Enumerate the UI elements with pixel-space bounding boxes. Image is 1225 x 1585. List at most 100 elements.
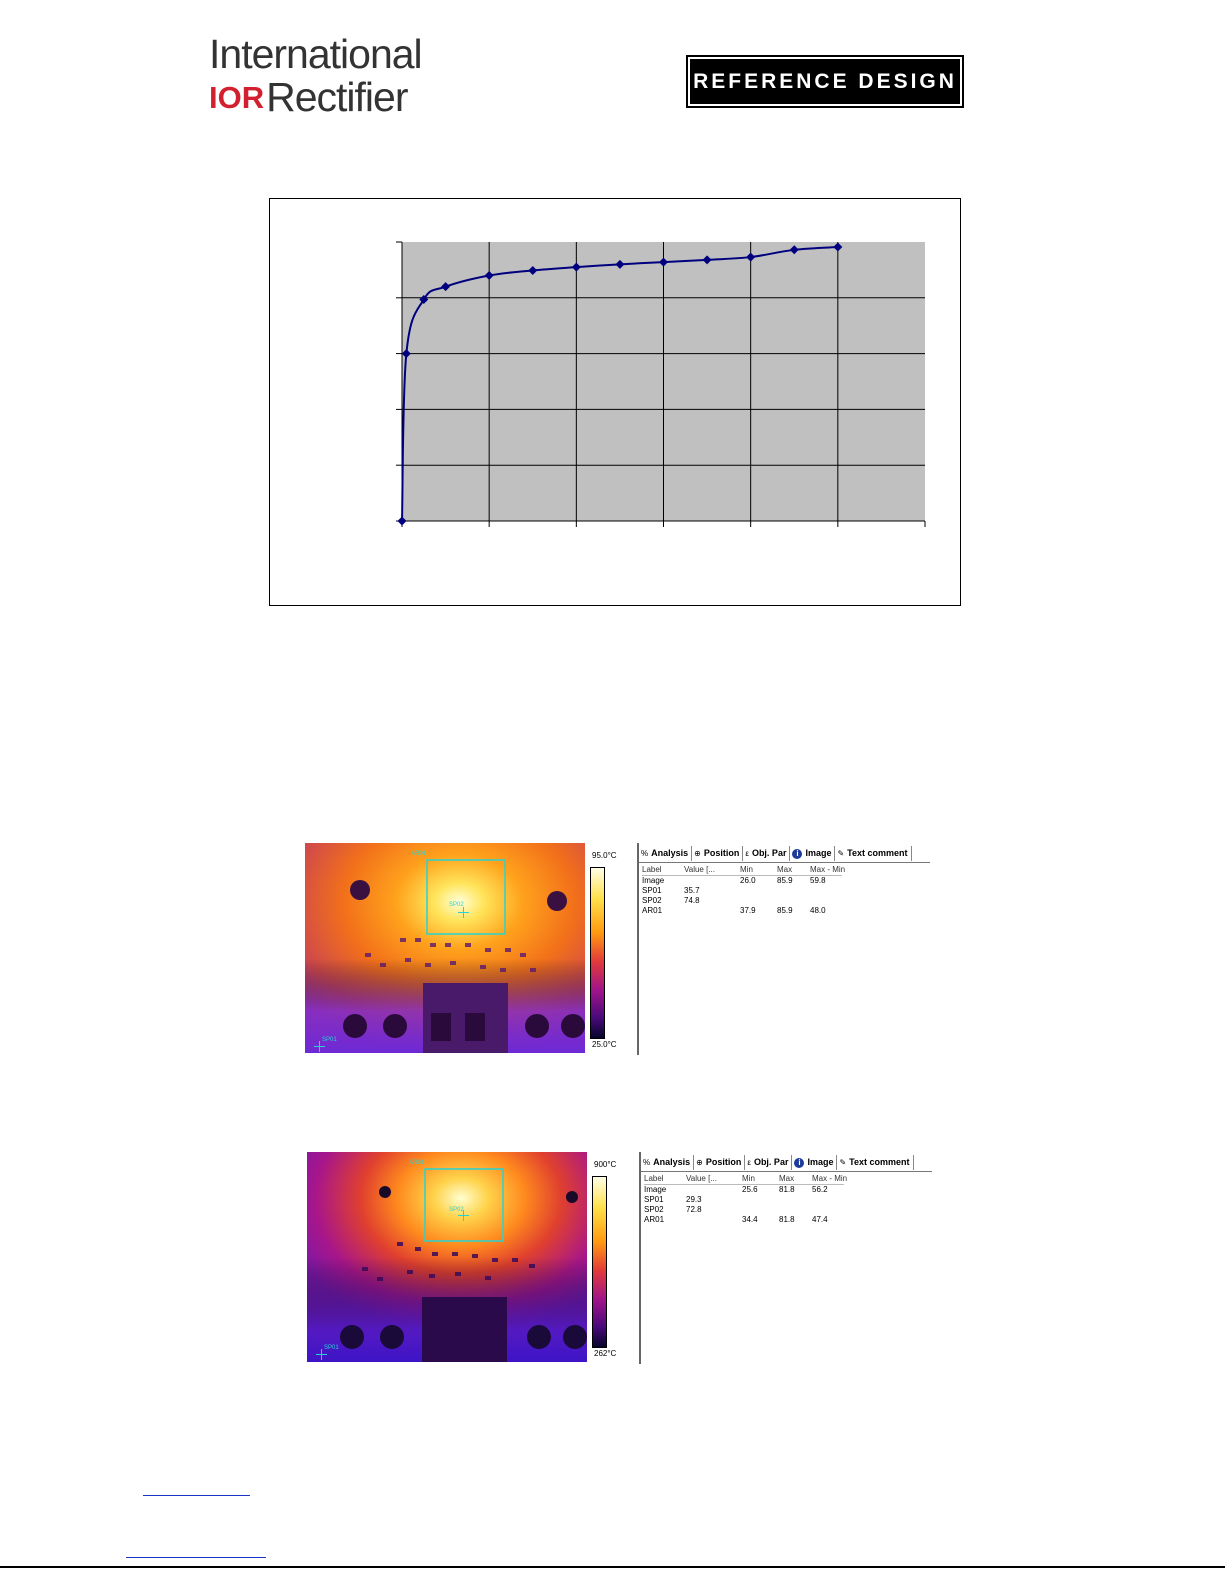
scale-min-label: 25.0°C — [592, 1040, 617, 1049]
analysis-icon: % — [641, 849, 649, 858]
data-point — [746, 252, 756, 262]
cell-label: AR01 — [642, 906, 663, 915]
cell-max: 85.9 — [777, 906, 793, 915]
obj-par-icon: ε — [747, 1158, 751, 1167]
table-row[interactable]: AR01 34.4 81.8 47.4 — [644, 1215, 844, 1225]
info-icon: i — [792, 849, 803, 859]
analysis-tabs: % Analysis ⊕ Position ε Obj. Par i Image ✎ Text c… — [639, 846, 930, 863]
temperature-scale: 900°C 262°C — [587, 1152, 639, 1362]
data-point — [659, 257, 668, 267]
cell-label: Image — [642, 876, 665, 885]
data-point — [702, 255, 712, 265]
cell-min: 25.6 — [742, 1185, 758, 1194]
tab-text-comment[interactable]: ✎ Text comment — [837, 1155, 914, 1170]
cell-label: Image — [644, 1185, 667, 1194]
column-header: Min — [742, 1174, 755, 1183]
cell-max: 85.9 — [777, 876, 793, 885]
info-icon: i — [794, 1158, 805, 1168]
column-header: Value [... — [686, 1174, 717, 1183]
footer-rule — [0, 1566, 1225, 1568]
table-header: Label Value [... Min Max Max - Min — [642, 865, 846, 876]
tab-analysis[interactable]: % Analysis — [641, 1155, 695, 1170]
table-row[interactable]: Image 25.6 81.8 56.2 — [644, 1185, 844, 1195]
tab-text-comment[interactable]: ✎ Text comment — [835, 846, 912, 861]
tab-analysis[interactable]: % Analysis — [639, 846, 693, 861]
logo-text-international: International — [209, 31, 423, 77]
analysis-panel: % Analysis ⊕ Position ε Obj. Par i Image ✎ Text c… — [639, 843, 930, 1055]
temperature-scale: 95.0°C 25.0°C — [585, 843, 637, 1053]
cell-diff: 48.0 — [810, 906, 826, 915]
data-point — [401, 349, 411, 359]
table-row[interactable]: SP01 29.3 — [644, 1195, 844, 1205]
reference-design-label: REFERENCE DESIGN — [693, 70, 957, 93]
analysis-icon: % — [643, 1158, 651, 1167]
column-header: Max — [777, 865, 793, 874]
cell-value: 72.8 — [686, 1205, 702, 1214]
tab-label: Text comment — [847, 848, 908, 858]
scale-max-label: 900°C — [594, 1160, 617, 1169]
column-header: Max - Min — [812, 1174, 848, 1183]
footer-link-underline-1[interactable] — [143, 1495, 250, 1496]
column-header: Max - Min — [810, 865, 846, 874]
spot-label-sp02: SP02 — [449, 1207, 464, 1213]
spot-marker-sp02 — [458, 907, 469, 918]
cell-value: 29.3 — [686, 1195, 702, 1204]
thermal-image: SP02 AR01 SP01 — [305, 843, 585, 1053]
data-point — [528, 265, 538, 275]
cell-min: 34.4 — [742, 1215, 758, 1224]
tab-label: Image — [807, 1157, 834, 1167]
column-header: Label — [644, 1174, 664, 1183]
area-label-ar01: AR01 — [411, 851, 427, 857]
data-point — [441, 282, 451, 292]
cell-value: 35.7 — [684, 886, 700, 895]
spot-marker-sp02 — [458, 1210, 469, 1221]
tab-label: Analysis — [653, 1157, 691, 1167]
color-scale-bar — [592, 1176, 607, 1348]
spot-label-sp01: SP01 — [322, 1037, 337, 1043]
tab-obj-par[interactable]: ε Obj. Par — [743, 846, 791, 861]
data-point — [419, 294, 429, 304]
cell-min: 37.9 — [740, 906, 756, 915]
column-header: Label — [642, 865, 662, 874]
analysis-table: Label Value [... Min Max Max - Min Image 25.6 8… — [644, 1174, 848, 1225]
data-point — [789, 245, 799, 255]
tab-position[interactable]: ⊕ Position — [694, 1155, 746, 1170]
ior-logo-mark: IOR — [209, 80, 265, 115]
tab-label: Obj. Par — [751, 848, 787, 858]
cell-label: SP01 — [642, 886, 662, 895]
table-row[interactable]: Image 26.0 85.9 59.8 — [642, 876, 842, 886]
line-chart — [269, 198, 961, 606]
table-row[interactable]: SP02 74.8 — [642, 896, 842, 906]
data-point — [397, 516, 407, 526]
footer-link-underline-2[interactable] — [126, 1557, 266, 1558]
table-row[interactable]: AR01 37.9 85.9 48.0 — [642, 906, 842, 916]
analysis-panel: % Analysis ⊕ Position ε Obj. Par i Image ✎ Text c… — [641, 1152, 932, 1364]
text-comment-icon: ✎ — [839, 1158, 847, 1167]
panel-divider — [637, 843, 639, 1055]
cell-label: AR01 — [644, 1215, 665, 1224]
scale-max-label: 95.0°C — [592, 851, 617, 860]
tab-position[interactable]: ⊕ Position — [692, 846, 744, 861]
analysis-table: Label Value [... Min Max Max - Min Image 26.0 8… — [642, 865, 846, 916]
data-point — [833, 242, 843, 252]
area-label-ar01: AR01 — [409, 1160, 425, 1166]
cell-diff: 47.4 — [812, 1215, 828, 1224]
tab-image[interactable]: i Image — [790, 846, 836, 861]
cell-label: SP02 — [642, 896, 662, 905]
analysis-tabs: % Analysis ⊕ Position ε Obj. Par i Image ✎ Text c… — [641, 1155, 932, 1172]
thermal-image: SP02 AR01 SP01 — [307, 1152, 587, 1362]
table-row[interactable]: SP02 72.8 — [644, 1205, 844, 1215]
tab-label: Analysis — [651, 848, 689, 858]
table-header: Label Value [... Min Max Max - Min — [644, 1174, 848, 1185]
thermal-image-panel-2: SP02 AR01 SP01 900°C 262°C % Analysis ⊕ Pos… — [307, 1152, 932, 1367]
table-row[interactable]: SP01 35.7 — [642, 886, 842, 896]
position-icon: ⊕ — [694, 849, 701, 858]
tab-label: Position — [705, 1157, 742, 1167]
tab-obj-par[interactable]: ε Obj. Par — [745, 1155, 793, 1170]
tab-image[interactable]: i Image — [792, 1155, 838, 1170]
text-comment-icon: ✎ — [837, 849, 845, 858]
position-icon: ⊕ — [696, 1158, 703, 1167]
data-point — [571, 262, 581, 272]
international-rectifier-logo: International IORRectifier — [209, 32, 429, 122]
logo-line-2: IORRectifier — [209, 77, 409, 118]
